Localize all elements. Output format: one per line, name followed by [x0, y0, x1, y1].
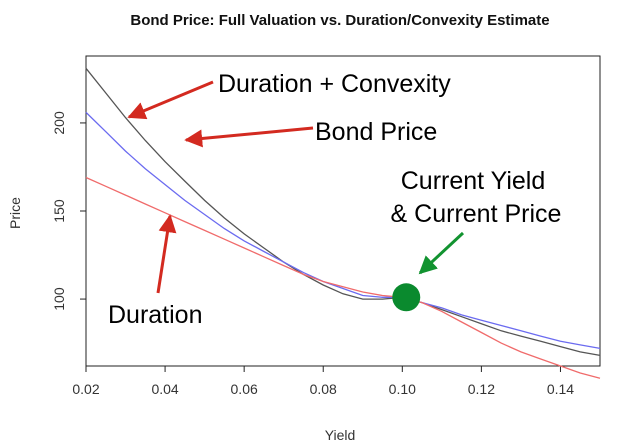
y-axis-label: Price	[7, 197, 23, 229]
arrow-duration	[156, 214, 177, 294]
x-tick-label: 0.12	[468, 381, 495, 397]
x-axis-label: Yield	[325, 427, 356, 443]
annotation-current-price: & Current Price	[391, 200, 562, 228]
annotation-layer: Duration + Convexity Bond Price Current …	[108, 70, 561, 329]
arrow-bond-price	[184, 126, 314, 148]
current-yield-point	[392, 283, 421, 312]
chart-title: Bond Price: Full Valuation vs. Duration/…	[130, 12, 549, 29]
arrow-duration-convexity	[127, 80, 214, 120]
x-tick-label: 0.14	[547, 381, 574, 397]
y-tick-label: 200	[51, 111, 67, 135]
annotation-duration-convexity: Duration + Convexity	[218, 70, 451, 98]
y-axis: 100 150 200	[51, 111, 86, 311]
arrow-current-point	[418, 231, 465, 275]
annotation-current-yield: Current Yield	[401, 167, 546, 195]
x-tick-label: 0.04	[151, 381, 178, 397]
series-line-bond-price	[85, 67, 601, 357]
series-line-duration-convexity	[85, 111, 601, 350]
y-tick-label: 150	[51, 199, 67, 223]
x-tick-label: 0.02	[72, 381, 99, 397]
annotation-bond-price: Bond Price	[315, 118, 437, 146]
x-tick-label: 0.06	[231, 381, 258, 397]
x-axis: 0.02 0.04 0.06 0.08 0.10 0.12 0.14	[72, 366, 574, 397]
annotation-duration: Duration	[108, 301, 203, 329]
y-tick-label: 100	[51, 287, 67, 311]
x-tick-label: 0.08	[310, 381, 337, 397]
x-tick-label: 0.10	[389, 381, 416, 397]
